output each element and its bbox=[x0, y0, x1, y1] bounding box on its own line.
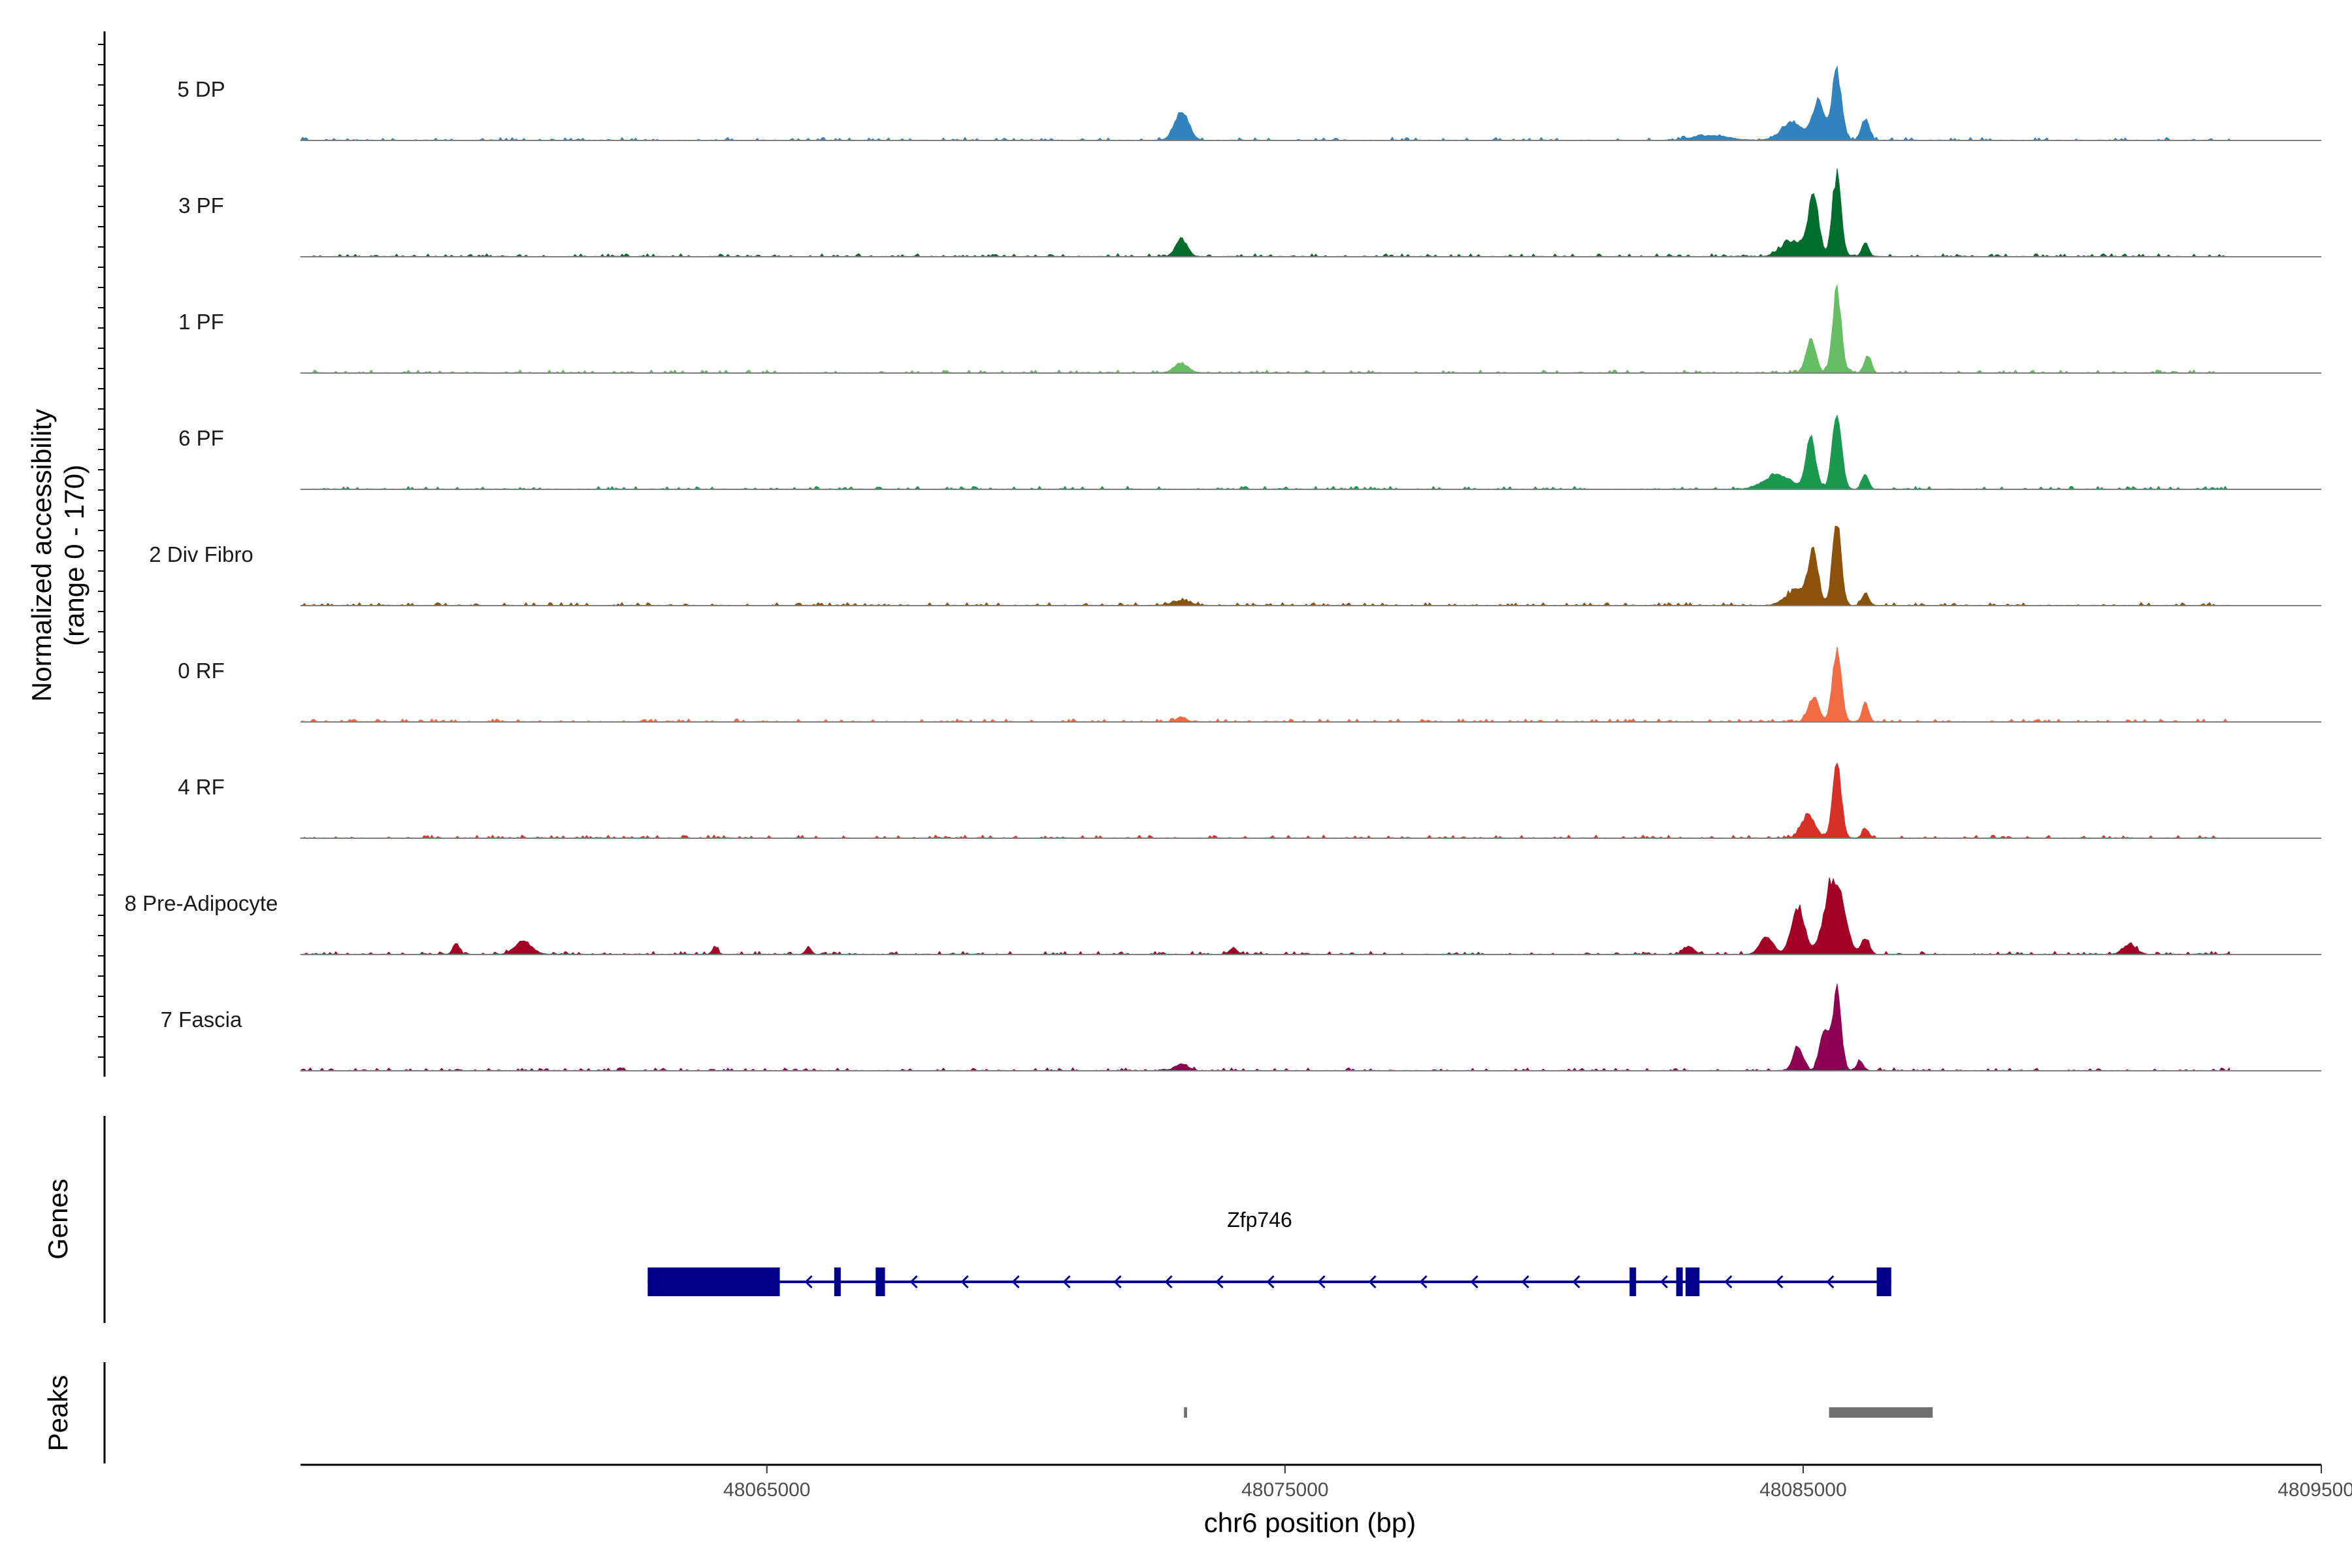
track-label: 8 Pre-Adipocyte bbox=[125, 891, 278, 915]
y-axis-title: Normalized accessibility bbox=[26, 409, 57, 702]
track-label: 6 PF bbox=[178, 426, 224, 450]
strand-arrow bbox=[1266, 1275, 1275, 1289]
track-1-pf: 1 PF bbox=[178, 284, 2321, 374]
strand-arrow bbox=[1062, 1275, 1071, 1289]
gene-exon bbox=[1629, 1267, 1637, 1296]
track-8-pre-adipocyte: 8 Pre-Adipocyte bbox=[125, 877, 2321, 955]
track-4-rf: 4 RF bbox=[178, 762, 2321, 839]
track-7-fascia: 7 Fascia bbox=[161, 983, 2321, 1071]
x-tick-label: 48085000 bbox=[1759, 1479, 1846, 1501]
genes-track-label: Genes bbox=[42, 1179, 73, 1260]
track-label: 5 DP bbox=[177, 77, 225, 101]
x-tick-label: 48075000 bbox=[1241, 1479, 1328, 1501]
accessibility-y-axis bbox=[98, 31, 106, 1077]
gene-exon bbox=[834, 1267, 841, 1296]
strand-arrow bbox=[909, 1275, 918, 1289]
track-label: 4 RF bbox=[178, 775, 225, 799]
strand-arrow bbox=[1011, 1275, 1020, 1289]
track-2-div-fibro: 2 Div Fibro bbox=[149, 525, 2321, 606]
gene-exon bbox=[1876, 1267, 1891, 1296]
track-label: 3 PF bbox=[178, 193, 224, 218]
strand-arrow bbox=[1724, 1275, 1733, 1289]
strand-arrow bbox=[1215, 1275, 1224, 1289]
x-axis-title: chr6 position (bp) bbox=[1204, 1507, 1416, 1538]
strand-arrow bbox=[960, 1275, 969, 1289]
strand-arrow bbox=[1826, 1275, 1835, 1289]
strand-arrow bbox=[1164, 1275, 1173, 1289]
coverage-area bbox=[300, 414, 2231, 490]
strand-arrow bbox=[804, 1275, 813, 1289]
track-6-pf: 6 PF bbox=[178, 414, 2321, 490]
track-0-rf: 0 RF bbox=[178, 647, 2321, 723]
gene-exon bbox=[1676, 1267, 1683, 1296]
strand-arrow bbox=[1419, 1275, 1428, 1289]
track-5-dp: 5 DP bbox=[177, 65, 2321, 141]
track-3-pf: 3 PF bbox=[178, 168, 2321, 257]
x-axis: 48065000 48075000 48085000 48095000 bbox=[301, 1463, 2352, 1501]
gene-name: Zfp746 bbox=[1227, 1208, 1292, 1232]
strand-arrow bbox=[1368, 1275, 1377, 1289]
peaks-track: Peaks bbox=[42, 1362, 1933, 1463]
gene-exon bbox=[647, 1267, 780, 1296]
track-label: 2 Div Fibro bbox=[149, 542, 253, 566]
track-label: 0 RF bbox=[178, 659, 225, 683]
strand-arrow bbox=[1470, 1275, 1478, 1289]
y-axis-range: (range 0 - 170) bbox=[59, 465, 90, 646]
peaks-track-label: Peaks bbox=[42, 1375, 73, 1452]
coverage-area bbox=[300, 647, 2231, 723]
x-tick-label: 48095000 bbox=[2278, 1479, 2352, 1501]
strand-arrow bbox=[1113, 1275, 1122, 1289]
coverage-tracks: 5 DP 3 PF 1 PF 6 PF 2 Div Fibro 0 RF 4 RF 8 Pre… bbox=[125, 65, 2321, 1071]
genes-track: Genes Zfp746 bbox=[42, 1116, 1891, 1323]
strand-arrow bbox=[1317, 1275, 1326, 1289]
gene-exon bbox=[875, 1267, 885, 1296]
coverage-area bbox=[300, 65, 2230, 141]
coverage-area bbox=[300, 983, 2230, 1071]
strand-arrow bbox=[1659, 1275, 1669, 1289]
strand-arrow bbox=[1775, 1275, 1784, 1289]
coverage-area bbox=[300, 877, 2230, 955]
track-label: 7 Fascia bbox=[161, 1007, 242, 1032]
track-label: 1 PF bbox=[178, 310, 224, 334]
strand-arrow bbox=[1521, 1275, 1529, 1289]
coverage-area bbox=[300, 284, 2230, 374]
gene-exon bbox=[1685, 1267, 1700, 1296]
x-tick-label: 48065000 bbox=[723, 1479, 810, 1501]
coverage-area bbox=[300, 762, 2230, 839]
strand-arrow bbox=[1572, 1275, 1580, 1289]
peak-region bbox=[1184, 1407, 1187, 1418]
peak-region bbox=[1829, 1407, 1933, 1418]
coverage-area bbox=[300, 525, 2231, 606]
coverage-area bbox=[300, 168, 2230, 257]
